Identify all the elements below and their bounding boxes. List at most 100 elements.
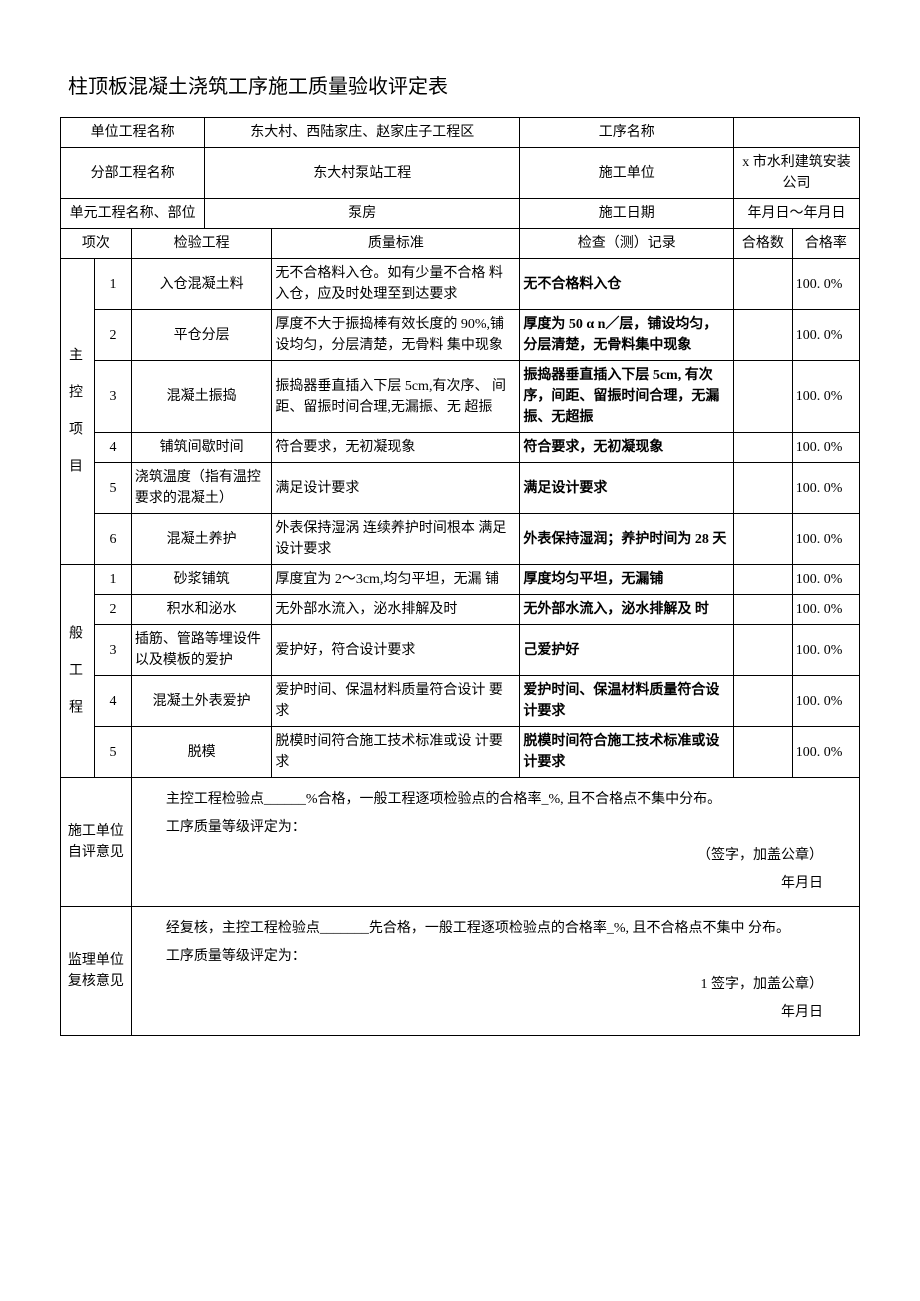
main-2-record: 厚度为 50 α n／层，铺设均匀， 分层清楚，无骨料集中现象 xyxy=(520,310,734,361)
general-3-inspection: 插筋、管路等埋设件 以及模板的爱护 xyxy=(131,625,272,676)
main-3-record: 振捣器垂直插入下层 5cm, 有次 序，间距、留振时间合理，无漏 振、无超振 xyxy=(520,361,734,433)
main-2-inspection: 平仓分层 xyxy=(131,310,272,361)
general-3-pass-rate: 100. 0% xyxy=(792,625,859,676)
main-4-pass-rate: 100. 0% xyxy=(792,433,859,463)
main-3-inspection: 混凝土振捣 xyxy=(131,361,272,433)
group-general: 般 工 程 xyxy=(61,565,95,778)
col-pass-rate: 合格率 xyxy=(792,229,859,259)
general-5-pass-count xyxy=(734,727,793,778)
general-1-standard: 厚度宜为 2～3cm,均匀平坦，无漏 铺 xyxy=(272,565,520,595)
general-row-2: 2 积水和泌水 无外部水流入，泌水排解及时 无外部水流入，泌水排解及 时 100… xyxy=(61,595,860,625)
label-construction-unit: 施工单位 xyxy=(520,148,734,199)
col-item-no: 项次 xyxy=(61,229,132,259)
main-row-2: 2 平仓分层 厚度不大于振捣棒有效长度的 90%,铺设均匀，分层清楚，无骨料 集… xyxy=(61,310,860,361)
general-4-pass-rate: 100. 0% xyxy=(792,676,859,727)
construction-opinion-row: 施工单位 自评意见 主控工程检验点______%合格，一般工程逐项检验点的合格率… xyxy=(61,778,860,907)
general-row-1: 般 工 程 1 砂浆铺筑 厚度宜为 2～3cm,均匀平坦，无漏 铺 厚度均匀平坦… xyxy=(61,565,860,595)
col-inspection: 检验工程 xyxy=(131,229,272,259)
general-2-no: 2 xyxy=(95,595,132,625)
main-5-inspection: 浇筑温度（指有温控 要求的混凝土） xyxy=(131,463,272,514)
general-4-inspection: 混凝土外表爱护 xyxy=(131,676,272,727)
main-4-record: 符合要求，无初凝现象 xyxy=(520,433,734,463)
main-3-pass-rate: 100. 0% xyxy=(792,361,859,433)
group-main: 主 控 项 目 xyxy=(61,259,95,565)
main-6-inspection: 混凝土养护 xyxy=(131,514,272,565)
evaluation-table: 单位工程名称 东大村、西陆家庄、赵家庄子工程区 工序名称 分部工程名称 东大村泵… xyxy=(60,117,860,1036)
main-5-record: 满足设计要求 xyxy=(520,463,734,514)
general-2-record: 无外部水流入，泌水排解及 时 xyxy=(520,595,734,625)
main-5-pass-rate: 100. 0% xyxy=(792,463,859,514)
col-standard: 质量标准 xyxy=(272,229,520,259)
label-element-name: 单元工程名称、部位 xyxy=(61,199,205,229)
construction-sig: （签字，加盖公章） xyxy=(138,842,853,870)
main-3-no: 3 xyxy=(95,361,132,433)
construction-line1: 主控工程检验点______%合格，一般工程逐项检验点的合格率_%, 且不合格点不… xyxy=(138,786,853,814)
main-3-pass-count xyxy=(734,361,793,433)
general-5-pass-rate: 100. 0% xyxy=(792,727,859,778)
label-sub-project: 分部工程名称 xyxy=(61,148,205,199)
general-2-standard: 无外部水流入，泌水排解及时 xyxy=(272,595,520,625)
main-2-pass-rate: 100. 0% xyxy=(792,310,859,361)
main-row-1: 主 控 项 目 1 入仓混凝土料 无不合格料入仓。如有少量不合格 料入仓，应及时… xyxy=(61,259,860,310)
general-1-record: 厚度均匀平坦，无漏铺 xyxy=(520,565,734,595)
main-3-standard: 振捣器垂直插入下层 5cm,有次序、 间距、留振时间合理,无漏振、无 超振 xyxy=(272,361,520,433)
main-4-inspection: 铺筑间歇时间 xyxy=(131,433,272,463)
general-3-pass-count xyxy=(734,625,793,676)
main-4-pass-count xyxy=(734,433,793,463)
supervision-sig: 1 签字，加盖公章） xyxy=(138,971,853,999)
general-4-pass-count xyxy=(734,676,793,727)
general-row-4: 4 混凝土外表爱护 爱护时间、保温材料质量符合设计 要求 爱护时间、保温材料质量… xyxy=(61,676,860,727)
main-1-standard: 无不合格料入仓。如有少量不合格 料入仓，应及时处理至到达要求 xyxy=(272,259,520,310)
general-5-record: 脱模时间符合施工技术标准或设 计要求 xyxy=(520,727,734,778)
supervision-opinion-label: 监理单位 复核意见 xyxy=(61,907,132,1036)
main-6-record: 外表保持湿润；养护时间为 28 天 xyxy=(520,514,734,565)
general-5-no: 5 xyxy=(95,727,132,778)
main-6-no: 6 xyxy=(95,514,132,565)
general-5-inspection: 脱模 xyxy=(131,727,272,778)
main-4-no: 4 xyxy=(95,433,132,463)
main-1-record: 无不合格料入仓 xyxy=(520,259,734,310)
general-2-inspection: 积水和泌水 xyxy=(131,595,272,625)
main-row-5: 5 浇筑温度（指有温控 要求的混凝土） 满足设计要求 满足设计要求 100. 0… xyxy=(61,463,860,514)
general-row-3: 3 插筋、管路等埋设件 以及模板的爱护 爱护好，符合设计要求 己爱护好 100.… xyxy=(61,625,860,676)
general-4-no: 4 xyxy=(95,676,132,727)
general-5-standard: 脱模时间符合施工技术标准或设 计要求 xyxy=(272,727,520,778)
supervision-line1: 经复核，主控工程检验点_______先合格，一般工程逐项检验点的合格率_%, 且… xyxy=(138,915,853,943)
supervision-opinion-content: 经复核，主控工程检验点_______先合格，一般工程逐项检验点的合格率_%, 且… xyxy=(131,907,859,1036)
value-unit-project: 东大村、西陆家庄、赵家庄子工程区 xyxy=(205,118,520,148)
general-2-pass-count xyxy=(734,595,793,625)
label-process-name: 工序名称 xyxy=(520,118,734,148)
main-1-pass-count xyxy=(734,259,793,310)
main-row-6: 6 混凝土养护 外表保持湿涡 连续养护时间根本 满足设计要求 外表保持湿润；养护… xyxy=(61,514,860,565)
main-4-standard: 符合要求，无初凝现象 xyxy=(272,433,520,463)
general-row-5: 5 脱模 脱模时间符合施工技术标准或设 计要求 脱模时间符合施工技术标准或设 计… xyxy=(61,727,860,778)
main-5-pass-count xyxy=(734,463,793,514)
general-2-pass-rate: 100. 0% xyxy=(792,595,859,625)
main-2-pass-count xyxy=(734,310,793,361)
value-process-name xyxy=(734,118,860,148)
document-title: 柱顶板混凝土浇筑工序施工质量验收评定表 xyxy=(68,70,860,99)
main-6-pass-rate: 100. 0% xyxy=(792,514,859,565)
col-record: 检查（测）记录 xyxy=(520,229,734,259)
label-construction-date: 施工日期 xyxy=(520,199,734,229)
main-1-pass-rate: 100. 0% xyxy=(792,259,859,310)
main-6-standard: 外表保持湿涡 连续养护时间根本 满足设计要求 xyxy=(272,514,520,565)
main-5-standard: 满足设计要求 xyxy=(272,463,520,514)
construction-date: 年月日 xyxy=(138,870,853,898)
main-row-3: 3 混凝土振捣 振捣器垂直插入下层 5cm,有次序、 间距、留振时间合理,无漏振… xyxy=(61,361,860,433)
main-6-pass-count xyxy=(734,514,793,565)
supervision-opinion-row: 监理单位 复核意见 经复核，主控工程检验点_______先合格，一般工程逐项检验… xyxy=(61,907,860,1036)
construction-opinion-content: 主控工程检验点______%合格，一般工程逐项检验点的合格率_%, 且不合格点不… xyxy=(131,778,859,907)
general-3-standard: 爱护好，符合设计要求 xyxy=(272,625,520,676)
general-1-pass-count xyxy=(734,565,793,595)
general-1-inspection: 砂浆铺筑 xyxy=(131,565,272,595)
general-4-standard: 爱护时间、保温材料质量符合设计 要求 xyxy=(272,676,520,727)
header-row-3: 单元工程名称、部位 泵房 施工日期 年月日～年月日 xyxy=(61,199,860,229)
main-2-no: 2 xyxy=(95,310,132,361)
supervision-date: 年月日 xyxy=(138,999,853,1027)
value-sub-project: 东大村泵站工程 xyxy=(205,148,520,199)
general-3-record: 己爱护好 xyxy=(520,625,734,676)
header-row-2: 分部工程名称 东大村泵站工程 施工单位 x 市水利建筑安装公司 xyxy=(61,148,860,199)
value-construction-date: 年月日～年月日 xyxy=(734,199,860,229)
value-construction-unit: x 市水利建筑安装公司 xyxy=(734,148,860,199)
